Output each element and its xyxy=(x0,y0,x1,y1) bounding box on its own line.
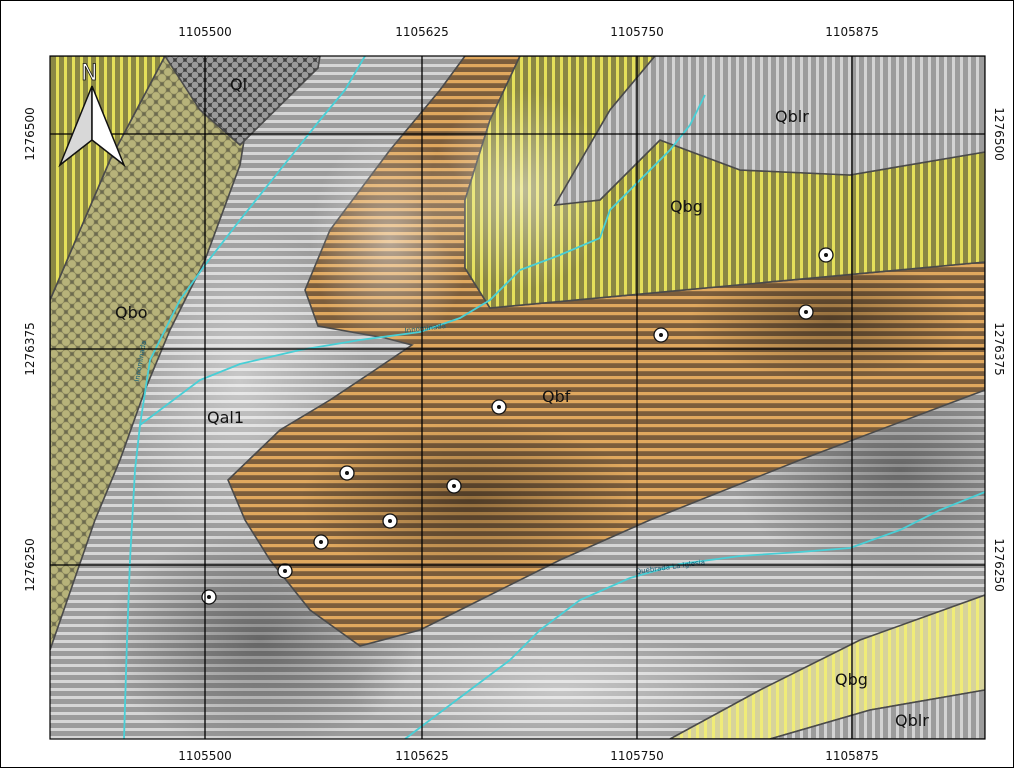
sample-point[interactable] xyxy=(491,399,507,415)
sample-point[interactable] xyxy=(818,247,834,263)
x-tick-top: 1105875 xyxy=(825,25,878,39)
y-tick-right: 1276500 xyxy=(992,107,1006,160)
y-tick-right: 1276250 xyxy=(992,538,1006,591)
x-tick-bottom: 1105750 xyxy=(610,749,663,763)
unit-label-qblr-upper: Qblr xyxy=(775,107,809,126)
qbg-highlight xyxy=(430,90,610,290)
sample-point[interactable] xyxy=(653,327,669,343)
qbf-shade xyxy=(300,420,640,580)
x-tick-bottom: 1105625 xyxy=(395,749,448,763)
north-arrow-label: N xyxy=(81,61,97,86)
unit-ql-area[interactable] xyxy=(164,56,321,147)
north-arrow-right-half xyxy=(91,85,126,168)
sample-point[interactable] xyxy=(446,478,462,494)
sample-point[interactable] xyxy=(798,304,814,320)
sample-point[interactable] xyxy=(382,513,398,529)
x-tick-bottom: 1105500 xyxy=(178,749,231,763)
unit-qblr-area-upper[interactable] xyxy=(553,56,985,206)
unit-label-ql: Ql xyxy=(230,75,247,94)
unit-qblr-area-lower[interactable] xyxy=(769,689,985,739)
map-body[interactable]: Innominada Innominada Quebrada La Iglesi… xyxy=(50,56,1014,750)
y-tick-right: 1276375 xyxy=(992,322,1006,375)
unit-label-qbf: Qbf xyxy=(542,387,571,406)
unit-label-qbg-lower: Qbg xyxy=(835,670,868,689)
qbf-shade xyxy=(690,260,970,380)
sample-point[interactable] xyxy=(277,563,293,579)
unit-label-qblr-lower: Qblr xyxy=(895,711,929,730)
coordinate-grid xyxy=(50,56,985,739)
x-tick-top: 1105750 xyxy=(610,25,663,39)
unit-label-qbo: Qbo xyxy=(115,303,148,322)
x-tick-bottom: 1105875 xyxy=(825,749,878,763)
sample-point[interactable] xyxy=(201,589,217,605)
x-tick-top: 1105625 xyxy=(395,25,448,39)
north-arrow: N xyxy=(58,61,126,168)
unit-label-qal1: Qal1 xyxy=(207,408,244,427)
x-tick-top: 1105500 xyxy=(178,25,231,39)
stream-innominada-branch[interactable] xyxy=(139,94,706,426)
unit-label-qbg-upper: Qbg xyxy=(670,197,703,216)
stream-innominada-main[interactable] xyxy=(123,56,366,739)
sample-point[interactable] xyxy=(339,465,355,481)
sample-point[interactable] xyxy=(313,534,329,550)
qbf-highlight xyxy=(310,130,470,350)
stream-quebrada-la-iglesia[interactable] xyxy=(404,491,985,739)
y-tick-left: 1276375 xyxy=(23,322,37,375)
map-neatline xyxy=(49,55,986,740)
y-tick-left: 1276500 xyxy=(23,107,37,160)
y-tick-left: 1276250 xyxy=(23,538,37,591)
terrain-highlight xyxy=(350,630,770,739)
